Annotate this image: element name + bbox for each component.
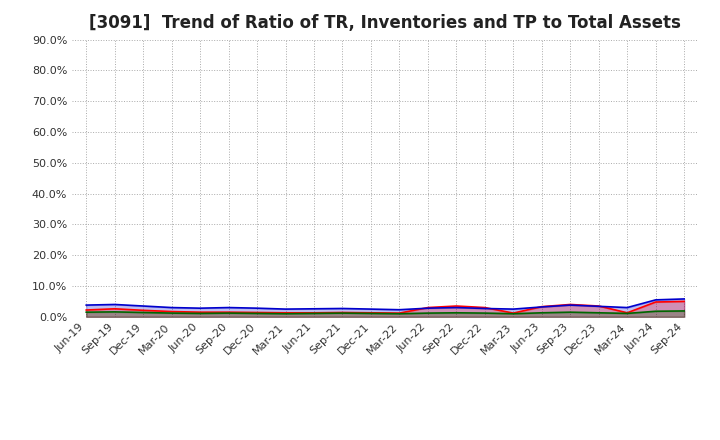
Inventories <box>310 306 318 312</box>
Inventories <box>566 302 575 308</box>
Inventories <box>139 303 148 308</box>
Trade Payables <box>452 310 461 315</box>
Trade Payables <box>537 310 546 315</box>
Trade Receivables <box>253 310 261 315</box>
Line: Inventories: Inventories <box>86 299 684 310</box>
Trade Payables <box>82 309 91 315</box>
Trade Payables <box>225 311 233 316</box>
Inventories <box>623 305 631 310</box>
Trade Receivables <box>395 311 404 316</box>
Trade Receivables <box>509 311 518 316</box>
Trade Receivables <box>652 299 660 304</box>
Trade Payables <box>253 311 261 316</box>
Trade Receivables <box>537 304 546 309</box>
Title: [3091]  Trend of Ratio of TR, Inventories and TP to Total Assets: [3091] Trend of Ratio of TR, Inventories… <box>89 15 681 33</box>
Trade Receivables <box>139 308 148 313</box>
Trade Receivables <box>225 309 233 315</box>
Trade Receivables <box>423 305 432 310</box>
Trade Payables <box>196 311 204 316</box>
Line: Trade Payables: Trade Payables <box>86 311 684 314</box>
Trade Payables <box>167 311 176 316</box>
Trade Payables <box>680 308 688 314</box>
Trade Payables <box>566 309 575 315</box>
Trade Payables <box>652 308 660 314</box>
Inventories <box>366 306 375 312</box>
Trade Receivables <box>595 303 603 308</box>
Inventories <box>423 305 432 311</box>
Inventories <box>537 304 546 310</box>
Trade Payables <box>623 311 631 316</box>
Trade Receivables <box>680 299 688 304</box>
Inventories <box>253 305 261 311</box>
Inventories <box>338 306 347 311</box>
Trade Payables <box>110 309 119 315</box>
Inventories <box>452 305 461 310</box>
Trade Payables <box>595 310 603 315</box>
Trade Receivables <box>623 310 631 315</box>
Trade Receivables <box>480 305 489 310</box>
Inventories <box>82 302 91 308</box>
Inventories <box>652 297 660 303</box>
Inventories <box>282 306 290 312</box>
Trade Payables <box>282 311 290 316</box>
Inventories <box>110 302 119 307</box>
Trade Receivables <box>338 310 347 315</box>
Trade Payables <box>338 311 347 316</box>
Trade Payables <box>480 311 489 316</box>
Trade Payables <box>139 310 148 315</box>
Trade Payables <box>509 311 518 316</box>
Trade Receivables <box>452 303 461 308</box>
Trade Receivables <box>282 310 290 315</box>
Inventories <box>395 307 404 312</box>
Trade Payables <box>366 311 375 316</box>
Trade Payables <box>423 311 432 316</box>
Trade Receivables <box>310 310 318 315</box>
Trade Receivables <box>196 309 204 315</box>
Trade Payables <box>395 311 404 316</box>
Trade Payables <box>310 311 318 316</box>
Trade Receivables <box>110 306 119 312</box>
Inventories <box>680 296 688 301</box>
Trade Receivables <box>366 310 375 315</box>
Inventories <box>595 304 603 309</box>
Inventories <box>480 306 489 311</box>
Trade Receivables <box>566 302 575 307</box>
Inventories <box>509 306 518 312</box>
Trade Receivables <box>167 309 176 314</box>
Inventories <box>196 305 204 311</box>
Inventories <box>167 305 176 310</box>
Inventories <box>225 305 233 310</box>
Trade Receivables <box>82 308 91 313</box>
Line: Trade Receivables: Trade Receivables <box>86 301 684 313</box>
